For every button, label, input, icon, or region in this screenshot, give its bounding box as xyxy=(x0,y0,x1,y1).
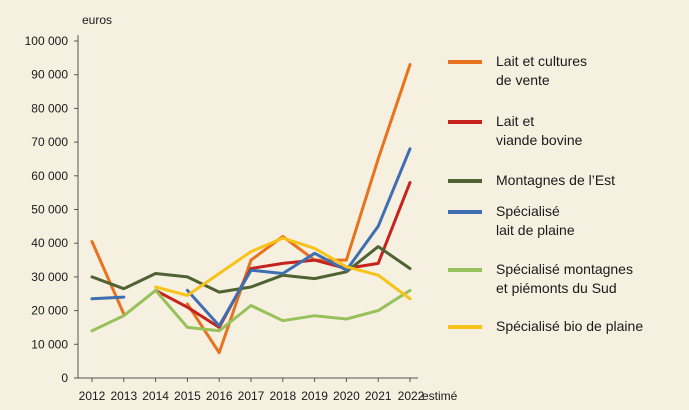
x-tick-label: 2012 xyxy=(79,389,106,403)
x-tick-label: 2020 xyxy=(333,389,360,403)
y-tick-label: 60 000 xyxy=(31,169,68,183)
y-tick-label: 0 xyxy=(61,371,68,385)
legend-swatch xyxy=(448,268,482,272)
x-tick-label: 2021 xyxy=(365,389,392,403)
legend-label: Spécialisé lait de plaine xyxy=(496,203,575,238)
x-tick-label: 2013 xyxy=(110,389,137,403)
legend-item: Lait et viande bovine xyxy=(448,112,582,150)
x-tick-label: 2018 xyxy=(269,389,296,403)
legend-item: Montagnes de l’Est xyxy=(448,171,615,190)
x-tick-label: 2016 xyxy=(206,389,233,403)
y-tick-label: 10 000 xyxy=(31,337,68,351)
y-axis-ticks: 0 10 000 20 000 30 000 40 000 50 000 60 000 70 … xyxy=(25,34,78,385)
x-tick-label: 2014 xyxy=(142,389,169,403)
series-line-0 xyxy=(185,63,412,355)
legend-item: Spécialisé bio de plaine xyxy=(448,317,643,336)
x-tick-label: 2022 xyxy=(398,389,425,403)
legend-label: Spécialisé bio de plaine xyxy=(496,318,644,334)
series-line-0 xyxy=(90,240,126,316)
y-tick-label: 50 000 xyxy=(31,203,68,217)
series-line-5 xyxy=(154,236,412,301)
x-tick-label: 2015 xyxy=(174,389,201,403)
y-tick-label: 40 000 xyxy=(31,236,68,250)
legend-label: Spécialisé montagnes et piémonts du Sud xyxy=(496,261,633,296)
legend-swatch xyxy=(448,325,482,329)
x-axis-ticks: 2012 2013 2014 2015 2016 2017 2018 2019 2020 2021… xyxy=(79,378,458,403)
legend-item: Lait et cultures de vente xyxy=(448,52,587,90)
legend-item: Spécialisé montagnes et piémonts du Sud xyxy=(448,260,633,298)
legend-swatch xyxy=(448,179,482,183)
series-line-3 xyxy=(90,295,126,301)
legend-swatch xyxy=(448,120,482,124)
x-tick-suffix: estimé xyxy=(422,389,458,403)
legend-item: Spécialisé lait de plaine xyxy=(448,202,575,240)
x-tick-label: 2019 xyxy=(301,389,328,403)
legend-swatch xyxy=(448,210,482,214)
legend-label: Montagnes de l’Est xyxy=(496,172,616,188)
series-line-1 xyxy=(154,181,412,329)
series-lines xyxy=(90,63,412,355)
legend-label: Lait et viande bovine xyxy=(496,113,583,148)
y-tick-label: 80 000 xyxy=(31,101,68,115)
x-tick-label: 2017 xyxy=(238,389,265,403)
y-tick-label: 30 000 xyxy=(31,270,68,284)
legend-label: Lait et cultures de vente xyxy=(496,53,588,88)
series-line-3 xyxy=(185,147,412,328)
y-tick-label: 70 000 xyxy=(31,135,68,149)
series-line-4 xyxy=(90,288,412,333)
y-axis-label: euros xyxy=(82,13,112,27)
y-tick-label: 90 000 xyxy=(31,68,68,82)
series-line-2 xyxy=(90,245,412,294)
legend-swatch xyxy=(448,60,482,64)
axes xyxy=(77,35,418,379)
y-tick-label: 20 000 xyxy=(31,304,68,318)
y-tick-label: 100 000 xyxy=(25,34,69,48)
